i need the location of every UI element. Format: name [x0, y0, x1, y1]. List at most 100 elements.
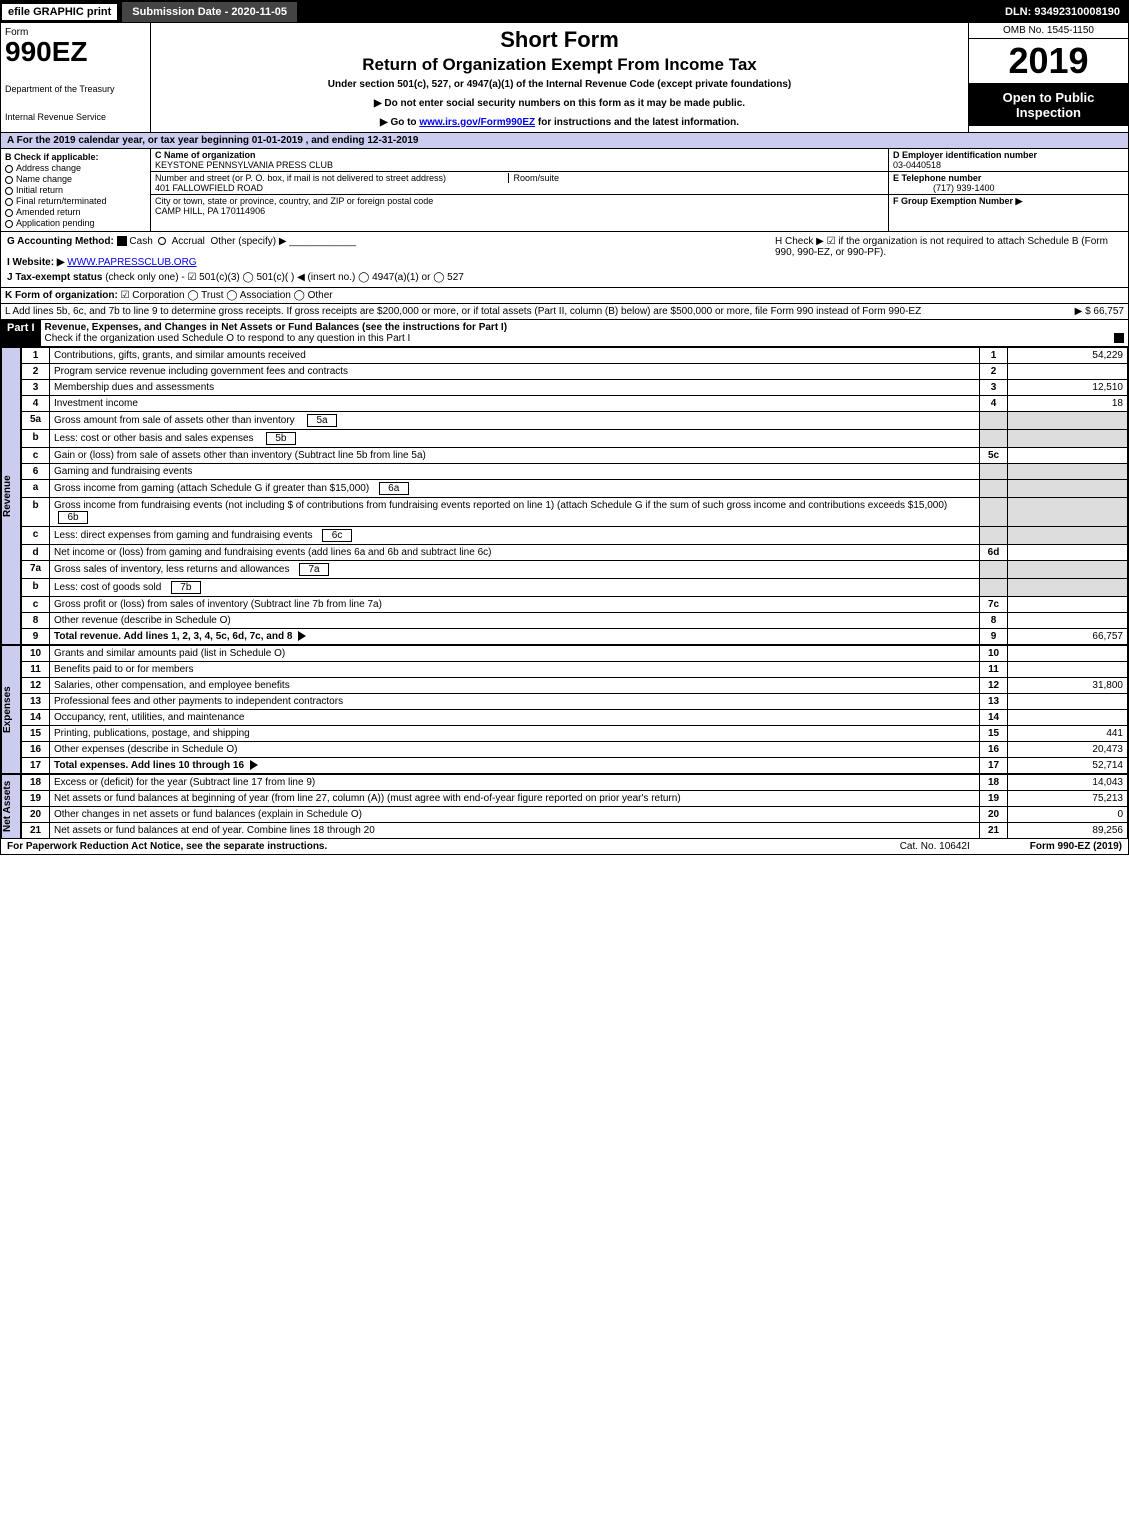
j-text: (check only one) - ☑ 501(c)(3) ◯ 501(c)(…	[105, 272, 464, 283]
phone-value: (717) 939-1400	[893, 183, 995, 193]
org-name: KEYSTONE PENNSYLVANIA PRESS CLUB	[155, 160, 333, 170]
opt-amended-return[interactable]: Amended return	[5, 207, 146, 217]
g-cash: Cash	[129, 236, 152, 247]
topbar: efile GRAPHIC print Submission Date - 20…	[1, 1, 1128, 23]
g-accounting: G Accounting Method: Cash Accrual Other …	[7, 236, 767, 247]
efile-print-button[interactable]: efile GRAPHIC print	[1, 3, 118, 21]
line-13: 13Professional fees and other payments t…	[22, 694, 1128, 710]
footer: For Paperwork Reduction Act Notice, see …	[1, 839, 1128, 854]
opt-address-change[interactable]: Address change	[5, 163, 146, 173]
k-opts: ☑ Corporation ◯ Trust ◯ Association ◯ Ot…	[121, 290, 333, 301]
line-7c: cGross profit or (loss) from sales of in…	[22, 597, 1128, 613]
line-2: 2Program service revenue including gover…	[22, 364, 1128, 380]
line-3: 3Membership dues and assessments312,510	[22, 380, 1128, 396]
line-6a: aGross income from gaming (attach Schedu…	[22, 480, 1128, 498]
irs: Internal Revenue Service	[5, 112, 146, 122]
footer-form: Form 990-EZ (2019)	[1030, 841, 1122, 852]
instr-post: for instructions and the latest informat…	[535, 117, 739, 128]
subtitle: Under section 501(c), 527, or 4947(a)(1)…	[155, 79, 964, 90]
arrow-icon	[250, 760, 258, 770]
revenue-table: 1Contributions, gifts, grants, and simil…	[21, 347, 1128, 645]
line-18: 18Excess or (deficit) for the year (Subt…	[22, 775, 1128, 791]
form-container: efile GRAPHIC print Submission Date - 20…	[0, 0, 1129, 855]
netassets-table: 18Excess or (deficit) for the year (Subt…	[21, 774, 1128, 839]
header-left: Form 990EZ Department of the Treasury In…	[1, 23, 151, 132]
header-right: OMB No. 1545-1150 2019 Open to Public In…	[968, 23, 1128, 132]
line-6b: bGross income from fundraising events (n…	[22, 498, 1128, 527]
cash-checkbox[interactable]	[117, 236, 127, 246]
row-gh: G Accounting Method: Cash Accrual Other …	[1, 232, 1128, 288]
line-6d: dNet income or (loss) from gaming and fu…	[22, 545, 1128, 561]
submission-date: Submission Date - 2020-11-05	[122, 2, 297, 22]
line-19: 19Net assets or fund balances at beginni…	[22, 791, 1128, 807]
title-short-form: Short Form	[155, 27, 964, 53]
line-21: 21Net assets or fund balances at end of …	[22, 823, 1128, 839]
j-label: J Tax-exempt status	[7, 272, 102, 283]
part1-title: Revenue, Expenses, and Changes in Net As…	[41, 320, 1128, 346]
i-website-row: I Website: ▶ WWW.PAPRESSCLUB.ORG	[7, 257, 767, 268]
open-public: Open to Public Inspection	[969, 84, 1128, 126]
schedule-o-checkbox[interactable]	[1114, 333, 1124, 343]
f-label: F Group Exemption Number ▶	[893, 196, 1022, 206]
footer-cat: Cat. No. 10642I	[900, 841, 970, 852]
line-11: 11Benefits paid to or for members11	[22, 662, 1128, 678]
c-label: C Name of organization	[155, 150, 256, 160]
k-label: K Form of organization:	[5, 290, 118, 301]
line-14: 14Occupancy, rent, utilities, and mainte…	[22, 710, 1128, 726]
l-text: L Add lines 5b, 6c, and 7b to line 9 to …	[5, 306, 921, 317]
footer-left: For Paperwork Reduction Act Notice, see …	[7, 841, 327, 852]
l-amount: ▶ $ 66,757	[1075, 306, 1124, 317]
row-a-tax-year: A For the 2019 calendar year, or tax yea…	[1, 133, 1128, 149]
line-15: 15Printing, publications, postage, and s…	[22, 726, 1128, 742]
col-c-org: C Name of organization KEYSTONE PENNSYLV…	[151, 149, 888, 231]
h-check: H Check ▶ ☑ if the organization is not r…	[767, 236, 1122, 283]
room-label: Room/suite	[508, 173, 559, 183]
expenses-side-label: Expenses	[1, 645, 21, 774]
line-4: 4Investment income418	[22, 396, 1128, 412]
g-label: G Accounting Method:	[7, 236, 114, 247]
accrual-checkbox[interactable]	[158, 237, 166, 245]
line-6: 6Gaming and fundraising events	[22, 464, 1128, 480]
part1-header: Part I Revenue, Expenses, and Changes in…	[1, 320, 1128, 347]
dln: DLN: 93492310008190	[997, 4, 1128, 20]
g-accrual: Accrual	[172, 236, 205, 247]
header-mid: Short Form Return of Organization Exempt…	[151, 23, 968, 132]
instr-ssn: ▶ Do not enter social security numbers o…	[155, 98, 964, 109]
cell-group-exemption: F Group Exemption Number ▶	[889, 195, 1128, 208]
revenue-block: Revenue 1Contributions, gifts, grants, a…	[1, 347, 1128, 645]
expenses-table: 10Grants and similar amounts paid (list …	[21, 645, 1128, 774]
line-5c: cGain or (loss) from sale of assets othe…	[22, 448, 1128, 464]
netassets-side-label: Net Assets	[1, 774, 21, 839]
opt-application-pending[interactable]: Application pending	[5, 218, 146, 228]
form-header: Form 990EZ Department of the Treasury In…	[1, 23, 1128, 133]
part1-tag: Part I	[1, 320, 41, 346]
cell-ein: D Employer identification number 03-0440…	[889, 149, 1128, 172]
line-12: 12Salaries, other compensation, and empl…	[22, 678, 1128, 694]
cell-phone: E Telephone number (717) 939-1400	[889, 172, 1128, 195]
e-label: E Telephone number	[893, 173, 981, 183]
j-tax-exempt-row: J Tax-exempt status (check only one) - ☑…	[7, 272, 767, 283]
line-20: 20Other changes in net assets or fund ba…	[22, 807, 1128, 823]
line-16: 16Other expenses (describe in Schedule O…	[22, 742, 1128, 758]
ein-value: 03-0440518	[893, 160, 941, 170]
form-number: 990EZ	[5, 38, 146, 66]
opt-initial-return[interactable]: Initial return	[5, 185, 146, 195]
opt-name-change[interactable]: Name change	[5, 174, 146, 184]
row-l: L Add lines 5b, 6c, and 7b to line 9 to …	[1, 304, 1128, 320]
section-b: B Check if applicable: Address change Na…	[1, 149, 1128, 232]
title-return: Return of Organization Exempt From Incom…	[155, 55, 964, 75]
col-b-checkboxes: B Check if applicable: Address change Na…	[1, 149, 151, 231]
part1-check: Check if the organization used Schedule …	[45, 333, 411, 344]
col-d-ein: D Employer identification number 03-0440…	[888, 149, 1128, 231]
netassets-block: Net Assets 18Excess or (deficit) for the…	[1, 774, 1128, 839]
irs-link[interactable]: www.irs.gov/Form990EZ	[419, 117, 535, 128]
gh-left: G Accounting Method: Cash Accrual Other …	[7, 236, 767, 283]
opt-final-return[interactable]: Final return/terminated	[5, 196, 146, 206]
line-5a: 5aGross amount from sale of assets other…	[22, 412, 1128, 430]
line-5b: bLess: cost or other basis and sales exp…	[22, 430, 1128, 448]
city-label: City or town, state or province, country…	[155, 196, 433, 206]
line-9: 9Total revenue. Add lines 1, 2, 3, 4, 5c…	[22, 629, 1128, 645]
omb-number: OMB No. 1545-1150	[969, 23, 1128, 39]
website-link[interactable]: WWW.PAPRESSCLUB.ORG	[67, 257, 196, 268]
d-label: D Employer identification number	[893, 150, 1037, 160]
